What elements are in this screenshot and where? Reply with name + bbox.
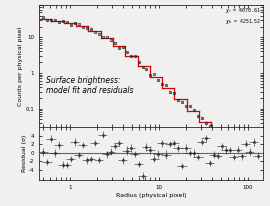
Y-axis label: Residual (σ): Residual (σ) [22, 135, 27, 172]
Text: Surface brightness:
model fit and residuals: Surface brightness: model fit and residu… [46, 76, 133, 95]
Y-axis label: Counts per physical pixel: Counts per physical pixel [18, 27, 23, 106]
Text: $\chi_r$ = 4070.61
$\chi_b$ = 4251.52: $\chi_r$ = 4070.61 $\chi_b$ = 4251.52 [225, 6, 261, 26]
X-axis label: Radius (physical pixel): Radius (physical pixel) [116, 193, 187, 198]
